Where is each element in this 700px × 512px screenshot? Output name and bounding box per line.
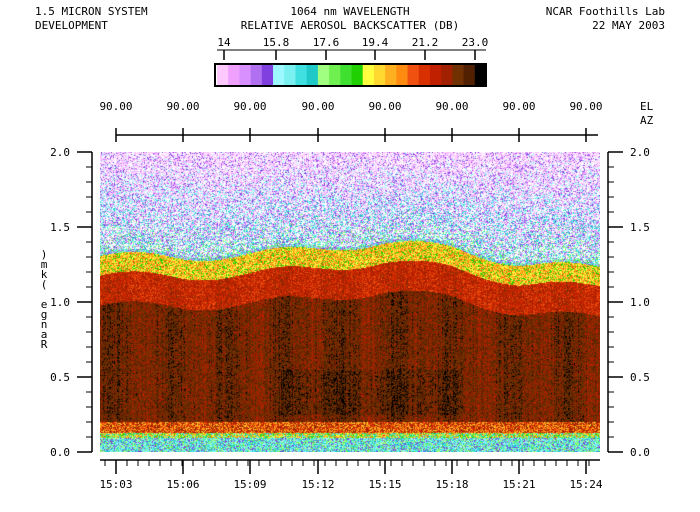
backscatter-heatmap bbox=[100, 152, 600, 452]
colorbar-tick-label: 19.4 bbox=[362, 36, 389, 49]
colorbar-tick-label: 23.0 bbox=[462, 36, 489, 49]
colorbar-tick-label: 21.2 bbox=[412, 36, 439, 49]
y-tick-label-left: 1.5 bbox=[50, 221, 70, 234]
colorbar-swatch bbox=[261, 65, 274, 85]
y-tick-label-right: 2.0 bbox=[630, 146, 650, 159]
elevation-label: 90.00 bbox=[233, 100, 266, 113]
colorbar-swatch bbox=[284, 65, 297, 85]
x-tick-label: 15:18 bbox=[435, 478, 468, 491]
colorbar-swatch bbox=[228, 65, 241, 85]
colorbar-swatch bbox=[306, 65, 319, 85]
colorbar-swatch bbox=[474, 65, 487, 85]
colorbar-swatch bbox=[373, 65, 386, 85]
elevation-label: 90.00 bbox=[99, 100, 132, 113]
elevation-label: 90.00 bbox=[368, 100, 401, 113]
colorbar-swatch bbox=[239, 65, 252, 85]
x-tick-label: 15:24 bbox=[569, 478, 602, 491]
colorbar-tick-label: 15.8 bbox=[263, 36, 290, 49]
wavelength-label: 1064 nm WAVELENGTH bbox=[290, 5, 410, 18]
colorbar-swatch bbox=[452, 65, 465, 85]
x-tick-label: 15:03 bbox=[99, 478, 132, 491]
colorbar-swatch bbox=[340, 65, 353, 85]
colorbar-swatch bbox=[396, 65, 409, 85]
y-axis-label-char: g bbox=[41, 308, 48, 321]
elevation-label: 90.00 bbox=[301, 100, 334, 113]
colorbar-swatch bbox=[317, 65, 330, 85]
y-tick-label-left: 2.0 bbox=[50, 146, 70, 159]
colorbar-swatch bbox=[441, 65, 453, 85]
y-axis-label-char: ) bbox=[41, 248, 48, 261]
system-name: 1.5 MICRON SYSTEM bbox=[35, 5, 148, 18]
az-label: AZ bbox=[640, 114, 654, 127]
colorbar-swatch bbox=[329, 65, 341, 85]
y-tick-label-right: 0.0 bbox=[630, 446, 650, 459]
elevation-label: 90.00 bbox=[569, 100, 602, 113]
colorbar-swatch bbox=[217, 65, 229, 85]
colorbar-swatch bbox=[418, 65, 431, 85]
y-tick-label-right: 0.5 bbox=[630, 371, 650, 384]
elevation-label: 90.00 bbox=[502, 100, 535, 113]
colorbar-swatch bbox=[407, 65, 420, 85]
colorbar-swatch bbox=[385, 65, 397, 85]
lab-name: NCAR Foothills Lab bbox=[545, 5, 665, 18]
y-tick-label-left: 0.0 bbox=[50, 446, 70, 459]
y-axis-label-char: ( bbox=[41, 278, 48, 291]
y-axis-label-char: R bbox=[41, 338, 48, 351]
y-axis-label-char: m bbox=[41, 258, 48, 271]
x-tick-label: 15:21 bbox=[502, 478, 535, 491]
colorbar: 14 15.8 17.6 19.4 21.2 23.0 bbox=[214, 36, 489, 87]
y-tick-label-right: 1.5 bbox=[630, 221, 650, 234]
elevation-label: 90.00 bbox=[435, 100, 468, 113]
colorbar-swatch bbox=[351, 65, 364, 85]
x-tick-label: 15:12 bbox=[301, 478, 334, 491]
colorbar-swatch bbox=[295, 65, 308, 85]
x-tick-label: 15:09 bbox=[233, 478, 266, 491]
top-axis: 90.00 90.00 90.00 90.00 90.00 90.00 90.00 90.00… bbox=[99, 100, 654, 142]
y-tick-label-right: 1.0 bbox=[630, 296, 650, 309]
colorbar-tick-label: 17.6 bbox=[313, 36, 340, 49]
y-axis-label-char: k bbox=[41, 268, 48, 281]
colorbar-swatch bbox=[362, 65, 375, 85]
colorbar-swatch bbox=[429, 65, 442, 85]
y-axis-label-char: e bbox=[41, 298, 48, 311]
x-tick-label: 15:06 bbox=[166, 478, 199, 491]
y-axis-label-char: a bbox=[41, 328, 48, 341]
colorbar-swatch bbox=[273, 65, 285, 85]
x-tick-label: 15:15 bbox=[368, 478, 401, 491]
colorbar-tick-label: 14 bbox=[217, 36, 231, 49]
el-label: EL bbox=[640, 100, 654, 113]
y-tick-label-left: 1.0 bbox=[50, 296, 70, 309]
colorbar-swatch bbox=[250, 65, 263, 85]
y-axis-label-char: n bbox=[41, 318, 48, 331]
system-subtitle: DEVELOPMENT bbox=[35, 19, 108, 32]
elevation-label: 90.00 bbox=[166, 100, 199, 113]
colorbar-swatch bbox=[463, 65, 476, 85]
chart-title: RELATIVE AEROSOL BACKSCATTER (DB) bbox=[240, 19, 460, 32]
date-label: 22 MAY 2003 bbox=[592, 19, 665, 32]
y-tick-label-left: 0.5 bbox=[50, 371, 70, 384]
